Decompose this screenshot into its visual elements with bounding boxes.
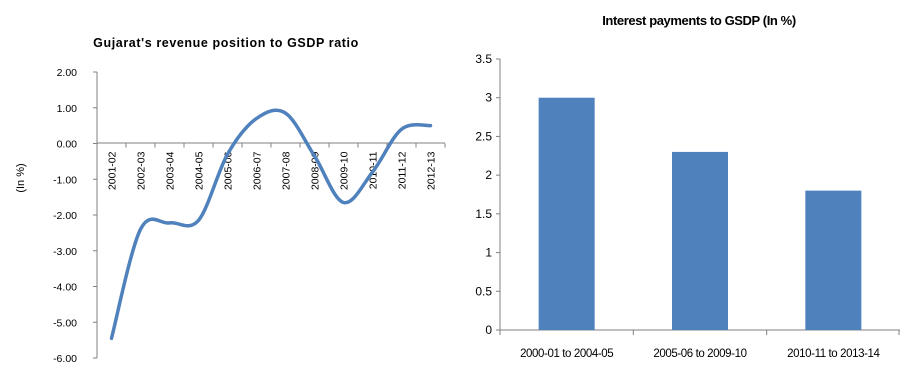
x-tick-label: 2004-05 [194, 151, 206, 190]
data-point [110, 336, 113, 340]
y-tick-label: 0.5 [475, 284, 492, 298]
data-point [255, 116, 258, 120]
data-point [371, 170, 374, 174]
y-tick-label: 1 [485, 246, 492, 260]
data-point [197, 218, 200, 222]
y-tick-label: 1.00 [57, 103, 78, 115]
y-tick-label: -3.00 [53, 246, 77, 258]
chart-title: Interest payments to GSDP (In %) [602, 13, 796, 28]
y-tick-label: 1.5 [475, 207, 492, 221]
x-tick-label: 2010-11 to 2013-14 [787, 348, 880, 360]
revenue-position-svg: Gujarat's revenue position to GSDP ratio… [15, 36, 446, 365]
chart-title: Gujarat's revenue position to GSDP ratio [93, 36, 359, 50]
y-tick-label: -5.00 [53, 317, 77, 329]
interest-payments-chart: Interest payments to GSDP (In %) 3.5 3 2.5… [450, 0, 900, 365]
data-point [226, 152, 229, 156]
y-tick-label: -6.00 [53, 353, 77, 365]
y-tick-label: 2.5 [475, 129, 492, 143]
x-tick-label: 2001-02 [107, 151, 119, 190]
x-tick-label: 2012-13 [426, 151, 438, 190]
bar [672, 151, 728, 330]
revenue-position-chart: Gujarat's revenue position to GSDP ratio… [0, 0, 450, 365]
data-point [342, 200, 345, 204]
interest-payments-svg: Interest payments to GSDP (In %) 3.5 3 2.5… [475, 13, 900, 360]
series-group [109, 108, 433, 341]
bars-group [538, 97, 862, 330]
y-tick-labels: 2.00 1.00 0.00 -1.00 -2.00 -3.00 -4.00 -5.00 -6.… [53, 67, 97, 365]
x-tick-label: 2007-08 [281, 151, 293, 190]
y-tick-label: -1.00 [53, 174, 77, 186]
data-point [139, 227, 142, 231]
x-tick-label: 2011-12 [397, 151, 409, 189]
x-tick-label: 2009-10 [339, 151, 351, 190]
y-tick-label: 3.5 [475, 52, 492, 66]
y-tick-label: -4.00 [53, 282, 77, 294]
y-tick-label: 3 [485, 91, 492, 105]
y-tick-label: 2.00 [57, 67, 78, 79]
data-point [429, 124, 432, 128]
data-point [313, 154, 316, 158]
bar [538, 97, 595, 330]
y-tick-label: 0.00 [57, 139, 78, 151]
y-tick-label: 2 [485, 168, 492, 182]
x-tick-label: 2002-03 [136, 151, 148, 190]
y-tick-labels: 3.5 3 2.5 2 1.5 1 0.5 0 [475, 52, 500, 337]
data-point [284, 111, 287, 115]
y-tick-label: 0 [485, 323, 492, 337]
bar [805, 190, 862, 330]
y-axis-label: (In %) [15, 163, 27, 192]
x-tick-label: 2006-07 [252, 151, 264, 190]
y-tick-label: -2.00 [53, 210, 77, 222]
x-tick-labels: 2000-01 to 2004-05 2005-06 to 2009-10 2010… [499, 330, 900, 360]
data-point [168, 221, 171, 225]
data-point [400, 127, 403, 131]
x-tick-labels: 2001-02 2002-03 2003-04 2004-05 2005-06 2006-… [96, 143, 446, 190]
x-tick-label: 2000-01 to 2004-05 [520, 348, 613, 360]
x-tick-label: 2003-04 [165, 151, 177, 190]
x-tick-label: 2005-06 to 2009-10 [653, 348, 746, 360]
